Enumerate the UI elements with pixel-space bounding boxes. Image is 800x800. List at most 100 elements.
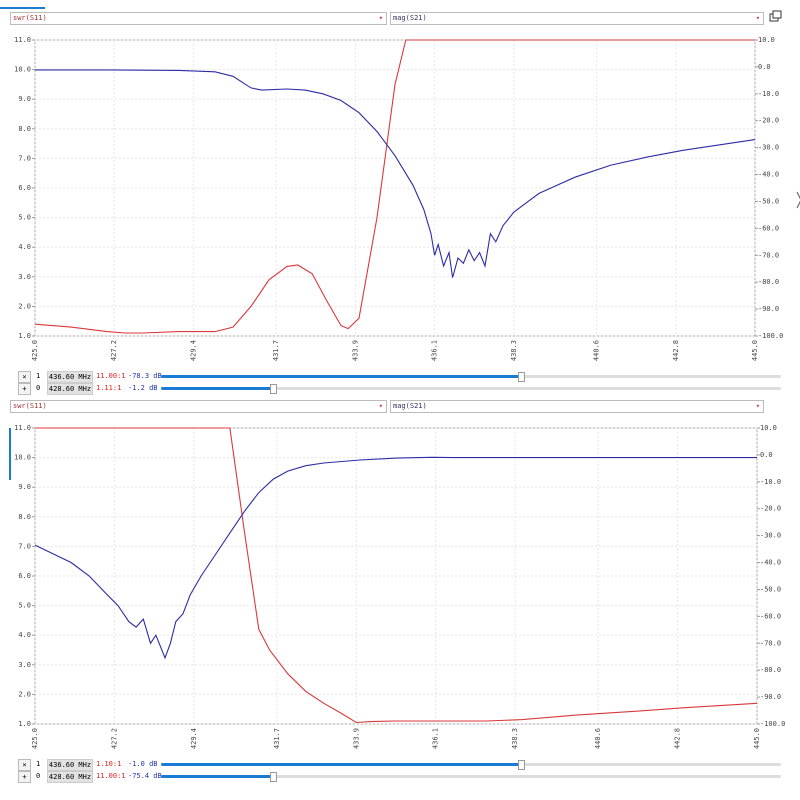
y2-tick-label: -10.0 xyxy=(758,90,779,98)
dropdown-arrow: ▾ xyxy=(755,14,760,22)
y-tick-label: 8.0 xyxy=(18,125,31,133)
y2-tick-label: 10.0 xyxy=(760,424,777,432)
y2-tick-label: -100.0 xyxy=(760,720,785,728)
y-tick-label: 11.0 xyxy=(14,424,31,432)
marker-swr: 1.10:1 xyxy=(96,760,122,768)
marker-button[interactable]: × xyxy=(18,371,31,383)
trace-selector[interactable]: swr(S11) ▾ xyxy=(10,12,387,25)
trace-selector[interactable]: swr(S11) ▾ xyxy=(10,400,387,413)
marker-mag: -75.4 dB xyxy=(128,772,162,780)
side-chevron[interactable] xyxy=(796,191,800,209)
trace-line xyxy=(34,456,757,660)
marker-index: 0 xyxy=(36,772,41,780)
trace-selector[interactable]: mag(S21) ▾ xyxy=(390,12,764,25)
slider-thumb[interactable] xyxy=(517,372,525,382)
y-tick-label: 4.0 xyxy=(18,243,31,251)
marker-row: +0 428.60 MHz 1.11:1 -1.2 dB xyxy=(16,383,786,395)
y-tick-label: 5.0 xyxy=(18,602,31,610)
trace-line xyxy=(35,69,756,278)
y2-tick-label: -10.0 xyxy=(760,478,781,486)
y-tick-label: 3.0 xyxy=(18,273,31,281)
marker-index: 0 xyxy=(36,384,41,392)
marker-swr: 1.11:1 xyxy=(96,384,122,392)
marker-button[interactable]: + xyxy=(18,771,31,783)
trace-selector[interactable]: mag(S21) ▾ xyxy=(390,400,764,413)
marker-mag: -78.3 dB xyxy=(128,372,162,380)
x-tick-label: 442.8 xyxy=(674,728,682,749)
y-tick-label: 4.0 xyxy=(18,631,31,639)
x-tick-label: 431.7 xyxy=(272,340,280,361)
y2-tick-label: -40.0 xyxy=(758,171,779,179)
x-tick-label: 438.3 xyxy=(510,340,518,361)
dropdown-arrow: ▾ xyxy=(378,14,383,22)
y2-tick-label: -60.0 xyxy=(758,224,779,232)
y-tick-label: 1.0 xyxy=(18,332,31,340)
trace-selector-label: mag(S21) xyxy=(393,14,427,22)
marker-button[interactable]: × xyxy=(18,759,31,771)
y-tick-label: 5.0 xyxy=(18,214,31,222)
marker-index: 1 xyxy=(36,760,41,768)
y2-tick-label: -20.0 xyxy=(758,117,779,125)
marker-swr: 11.00:1 xyxy=(96,372,126,380)
slider-thumb[interactable] xyxy=(269,384,277,394)
y2-tick-label: -30.0 xyxy=(758,144,779,152)
marker-row: × 1 436.60 MHz 11.00:1 -78.3 dB xyxy=(16,371,786,383)
x-tick-label: 433.9 xyxy=(351,340,359,361)
x-tick-label: 436.1 xyxy=(431,340,439,361)
y2-tick-label: -50.0 xyxy=(758,197,779,205)
popout-icon-back xyxy=(772,10,782,19)
slider-thumb[interactable] xyxy=(269,772,277,782)
x-tick-label: 429.4 xyxy=(189,340,197,361)
slider-fill xyxy=(161,387,273,390)
marker-slider[interactable] xyxy=(161,772,781,782)
x-tick-label: 442.8 xyxy=(672,340,680,361)
dropdown-arrow: ▾ xyxy=(378,402,383,410)
y-tick-label: 2.0 xyxy=(18,690,31,698)
y-tick-label: 3.0 xyxy=(18,661,31,669)
x-tick-label: 433.9 xyxy=(352,728,360,749)
x-tick-label: 445.0 xyxy=(751,340,759,361)
y2-tick-label: -40.0 xyxy=(760,559,781,567)
x-tick-label: 440.6 xyxy=(593,340,601,361)
y-tick-label: 8.0 xyxy=(18,513,31,521)
x-tick-label: 431.7 xyxy=(273,728,281,749)
marker-frequency[interactable]: 436.60 MHz xyxy=(47,371,93,383)
marker-frequency[interactable]: 428.60 MHz xyxy=(47,771,93,783)
y2-tick-label: -90.0 xyxy=(758,305,779,313)
marker-mag: -1.0 dB xyxy=(128,760,158,768)
marker-slider[interactable] xyxy=(161,384,781,394)
y2-tick-label: 0.0 xyxy=(760,451,773,459)
slider-fill xyxy=(161,775,273,778)
x-tick-label: 445.0 xyxy=(753,728,761,749)
marker-frequency[interactable]: 428.60 MHz xyxy=(47,383,93,395)
marker-row: +0 428.60 MHz 11.00:1 -75.4 dB xyxy=(16,771,786,783)
marker-frequency[interactable]: 436.60 MHz xyxy=(47,759,93,771)
trace-selector-label: mag(S21) xyxy=(393,402,427,410)
y2-tick-label: -60.0 xyxy=(760,612,781,620)
slider-thumb[interactable] xyxy=(517,760,525,770)
y2-tick-label: -80.0 xyxy=(760,666,781,674)
marker-index: 1 xyxy=(36,372,41,380)
marker-button[interactable]: + xyxy=(18,383,31,395)
x-tick-label: 427.2 xyxy=(110,728,118,749)
y2-tick-label: -80.0 xyxy=(758,278,779,286)
y-tick-label: 7.0 xyxy=(18,542,31,550)
marker-mag: -1.2 dB xyxy=(128,384,158,392)
y2-tick-label: -70.0 xyxy=(758,251,779,259)
y-tick-label: 6.0 xyxy=(18,184,31,192)
trace-selector-label: swr(S11) xyxy=(13,402,47,410)
marker-slider[interactable] xyxy=(161,372,781,382)
y-tick-label: 10.0 xyxy=(14,66,31,74)
x-tick-label: 427.2 xyxy=(110,340,118,361)
y-tick-label: 6.0 xyxy=(18,572,31,580)
marker-slider[interactable] xyxy=(161,760,781,770)
y2-tick-label: -100.0 xyxy=(758,332,783,340)
y-tick-label: 9.0 xyxy=(18,483,31,491)
trace-line xyxy=(35,427,758,724)
x-tick-label: 436.1 xyxy=(432,728,440,749)
dropdown-arrow: ▾ xyxy=(755,402,760,410)
y2-tick-label: -50.0 xyxy=(760,585,781,593)
marker-swr: 11.00:1 xyxy=(96,772,126,780)
x-tick-label: 440.6 xyxy=(594,728,602,749)
